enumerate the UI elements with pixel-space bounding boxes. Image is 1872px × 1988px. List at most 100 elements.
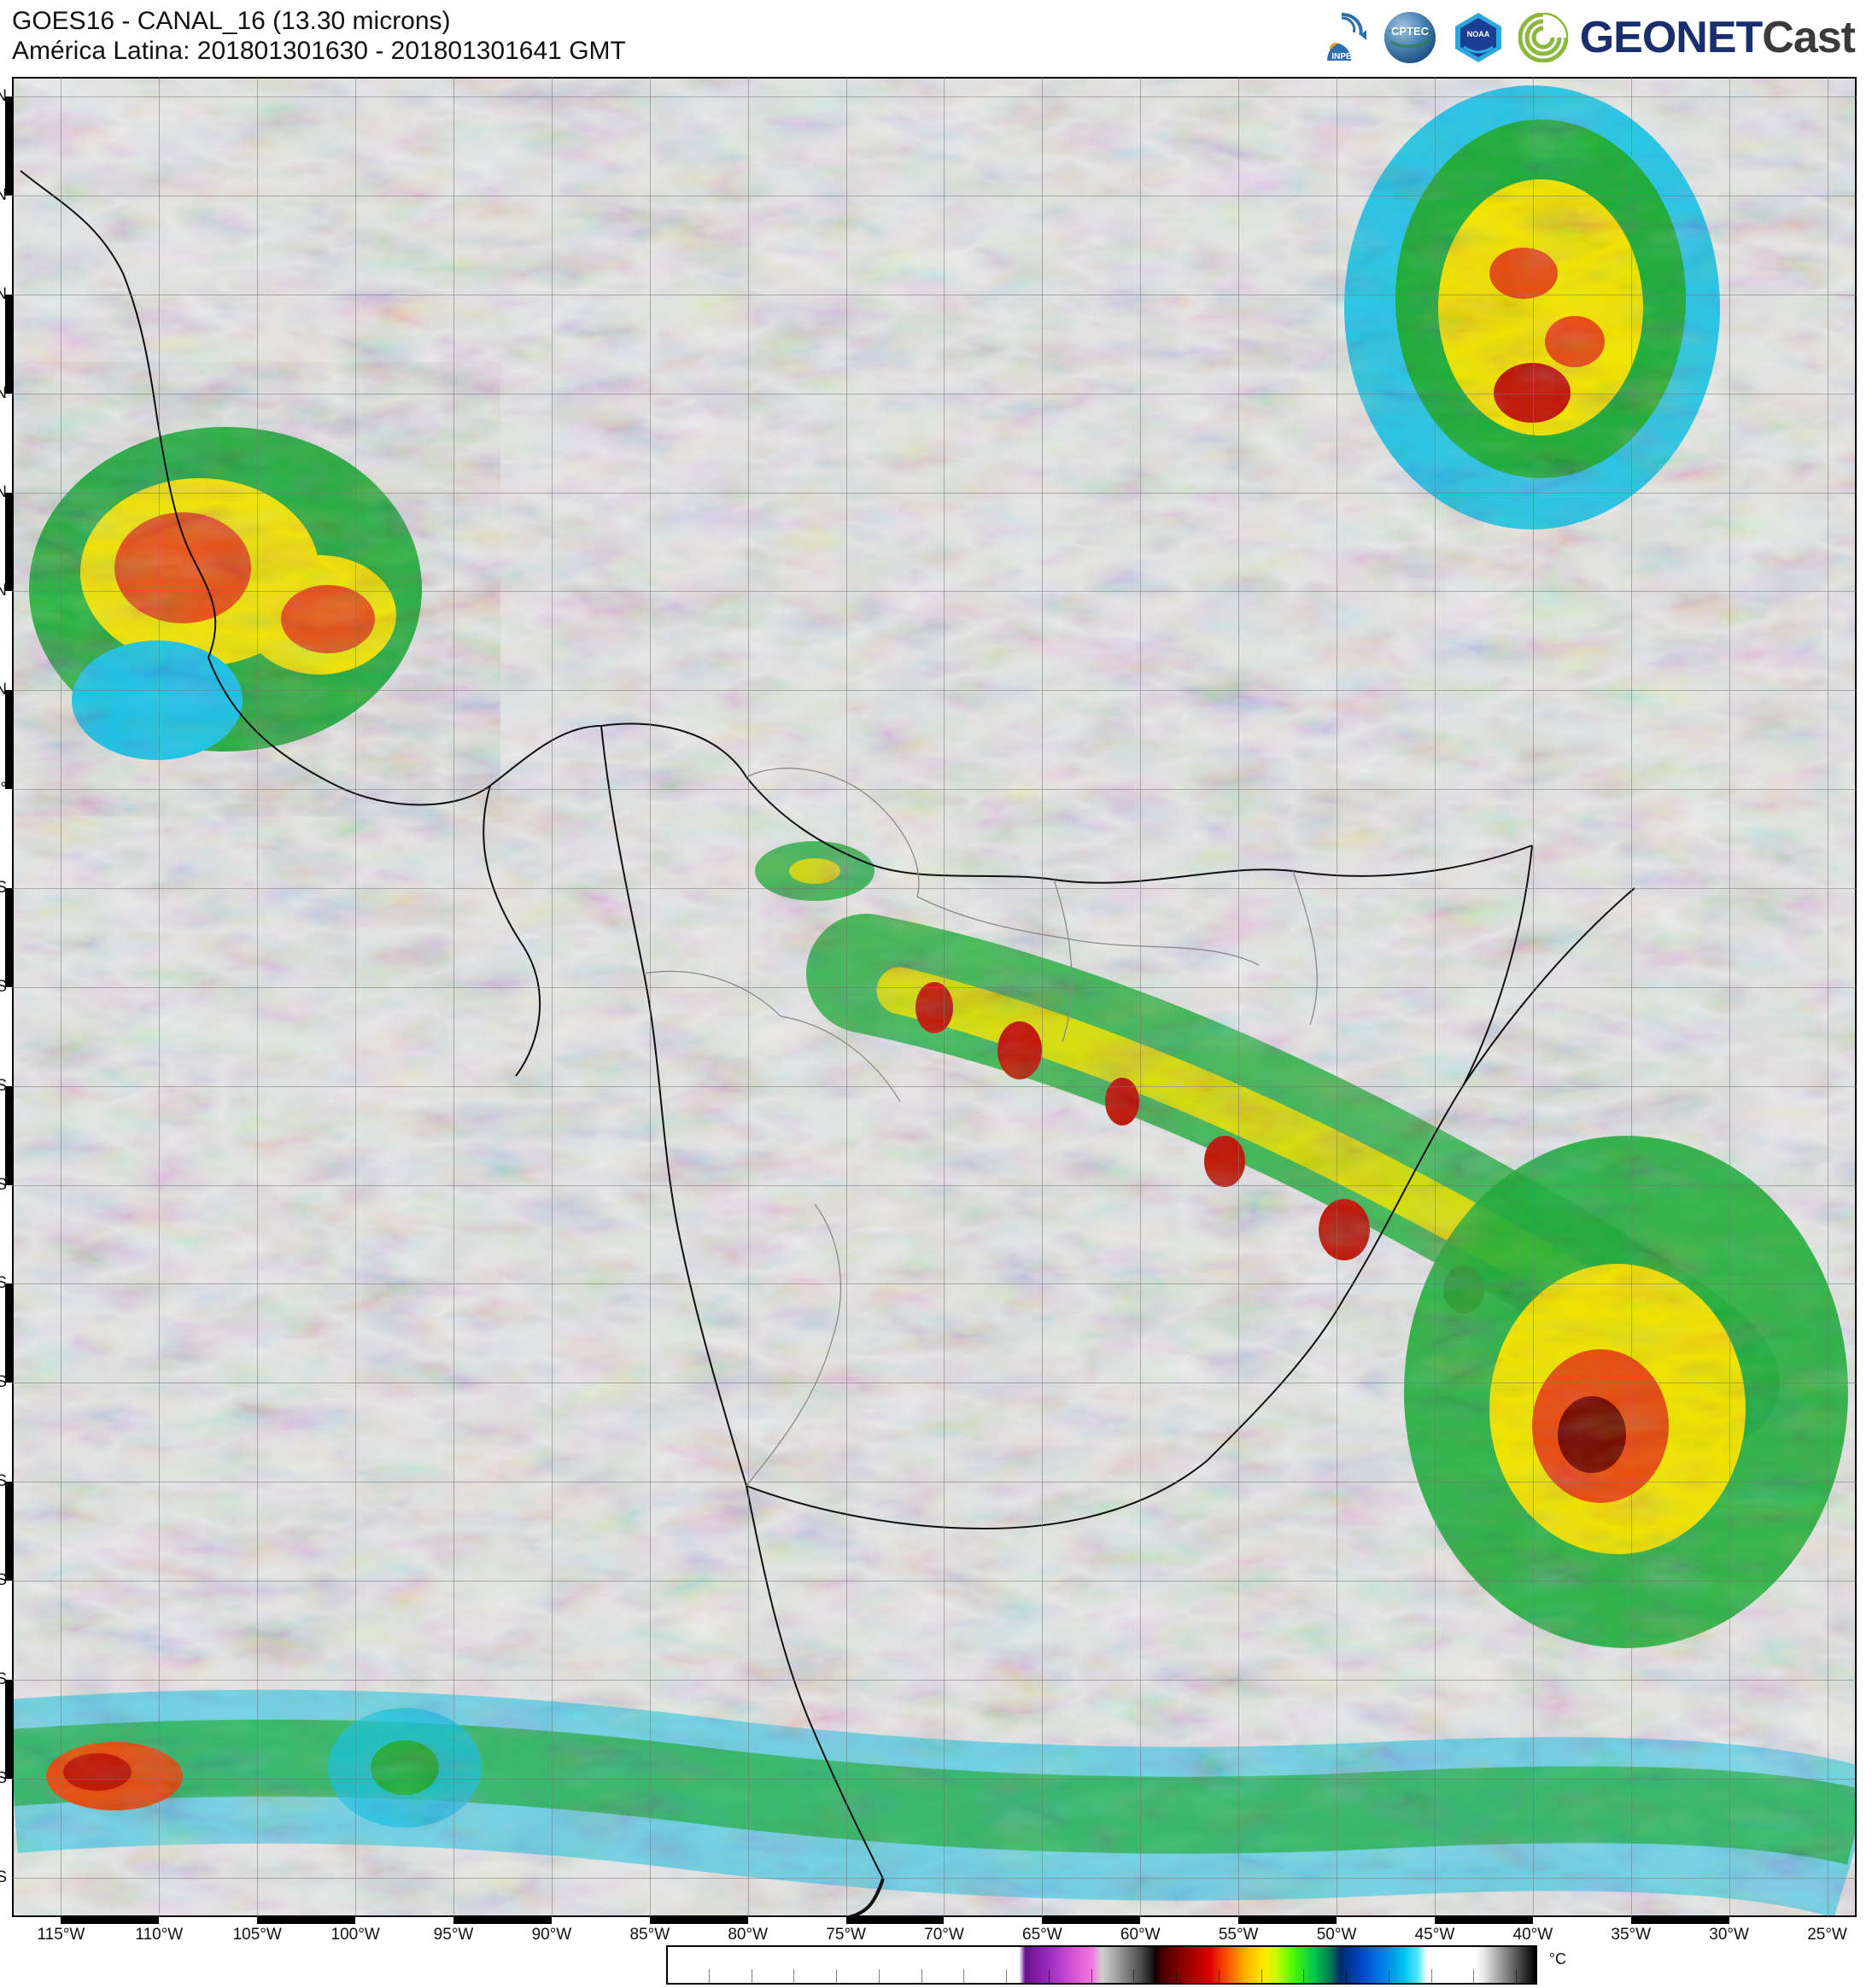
image-title: GOES16 - CANAL_16 (13.30 microns)	[12, 7, 626, 37]
colorbar-tick-line	[1303, 1969, 1304, 1985]
colorbar-tick-line	[1006, 1969, 1007, 1985]
longitude-label-100°W: 100°W	[331, 1926, 380, 1944]
latitude-label-25°S: 25°S	[0, 1274, 7, 1293]
latitude-tick-block	[5, 690, 12, 789]
satellite-image-page: GOES16 - CANAL_16 (13.30 microns) Améric…	[0, 0, 1872, 1988]
longitude-tick-block	[355, 1917, 453, 1924]
latitude-tick-block	[5, 493, 12, 592]
longitude-tick-block	[453, 1917, 552, 1924]
longitude-tick-block	[748, 1917, 846, 1924]
latitude-tick-block	[5, 987, 12, 1086]
colorbar-tick-line	[1516, 1969, 1517, 1985]
longitude-label-95°W: 95°W	[434, 1926, 474, 1944]
longitude-tick-block	[257, 1917, 355, 1924]
noaa-logo: NOAA	[1450, 9, 1506, 66]
colorbar-tick-line	[1431, 1969, 1432, 1985]
longitude-label-45°W: 45°W	[1415, 1926, 1455, 1944]
latitude-label-15°S: 15°S	[0, 1077, 7, 1096]
colorbar-tick-line	[1133, 1969, 1134, 1985]
longitude-label-25°W: 25°W	[1807, 1926, 1847, 1944]
longitude-tick-block	[650, 1917, 748, 1924]
colorbar-tick-line	[1346, 1969, 1347, 1985]
svg-text:CPTEC: CPTEC	[1391, 25, 1430, 38]
longitude-label-55°W: 55°W	[1219, 1926, 1259, 1944]
colorbar-tick-line	[709, 1969, 710, 1985]
longitude-tick-block	[1337, 1917, 1435, 1924]
longitude-label-80°W: 80°W	[728, 1926, 768, 1944]
colorbar-tick-line	[793, 1969, 794, 1985]
latitude-label-30°N: 30°N	[0, 186, 7, 205]
colorbar-tick-line	[879, 1969, 880, 1985]
longitude-label-35°W: 35°W	[1611, 1926, 1651, 1944]
longitude-label-60°W: 60°W	[1120, 1926, 1161, 1944]
latitude-label-45°S: 45°S	[0, 1670, 7, 1689]
longitude-label-85°W: 85°W	[629, 1926, 670, 1944]
longitude-tick-block	[159, 1917, 257, 1924]
svg-text:INPE: INPE	[1331, 52, 1352, 61]
latitude-tick-block	[5, 1482, 12, 1581]
latitude-label-5°N: 5°N	[0, 681, 7, 699]
latitude-tick-block	[5, 591, 12, 690]
colorbar-tick-line	[963, 1969, 964, 1985]
longitude-tick-block	[1729, 1917, 1828, 1924]
longitude-tick-block	[1238, 1917, 1337, 1924]
colorbar-tick-line	[1219, 1969, 1220, 1985]
colorbar-unit-label: °C	[1549, 1950, 1566, 1968]
longitude-tick-block	[1533, 1917, 1631, 1924]
geonetcast-wordmark: GEONETCast	[1580, 12, 1855, 63]
longitude-label-75°W: 75°W	[826, 1926, 866, 1944]
header-title-block: GOES16 - CANAL_16 (13.30 microns) Améric…	[12, 7, 626, 66]
country-borders	[12, 77, 1857, 1917]
latitude-tick-block	[5, 1383, 12, 1482]
latitude-label-35°S: 35°S	[0, 1472, 7, 1491]
longitude-label-110°W: 110°W	[135, 1926, 183, 1944]
colorbar-tick-line	[836, 1969, 837, 1985]
longitude-tick-block	[1631, 1917, 1729, 1924]
longitude-label-50°W: 50°W	[1317, 1926, 1357, 1944]
latitude-label-35°N: 35°N	[0, 87, 7, 106]
latitude-label-55°S: 55°S	[0, 1868, 7, 1887]
image-subtitle: América Latina: 201801301630 - 201801301…	[12, 37, 626, 67]
longitude-tick-block	[61, 1917, 159, 1924]
colorbar-ticks: -100-90-80-70-60-50-40-30-20-10010203040…	[666, 1985, 1537, 1988]
latitude-tick-block	[5, 295, 12, 394]
colorbar-tick-line	[1473, 1969, 1474, 1985]
cptec-logo: CPTEC	[1382, 9, 1438, 66]
longitude-tick-block	[944, 1917, 1042, 1924]
latitude-tick-block	[5, 1086, 12, 1185]
latitude-label-25°N: 25°N	[0, 285, 7, 304]
longitude-tick-block	[846, 1917, 945, 1924]
latitude-tick-block	[5, 96, 12, 196]
longitude-tick-block	[552, 1917, 650, 1924]
latitude-label-10°S: 10°S	[0, 978, 7, 997]
latitude-tick-block	[5, 394, 12, 493]
geonetcast-icon	[1518, 9, 1568, 66]
latitude-label-5°S: 5°S	[0, 879, 7, 898]
longitude-tick-block	[1042, 1917, 1140, 1924]
satellite-map[interactable]: 35°N 30°N 25°N 20°N 15°N 10°N 5°N 0° 5°S 10°S 15°S…	[12, 77, 1857, 1917]
longitude-label-65°W: 65°W	[1022, 1926, 1062, 1944]
latitude-label-40°S: 40°S	[0, 1571, 7, 1590]
latitude-label-0°: 0°	[0, 780, 7, 798]
longitude-label-40°W: 40°W	[1513, 1926, 1553, 1944]
longitude-label-30°W: 30°W	[1709, 1926, 1749, 1944]
latitude-label-10°N: 10°N	[0, 582, 7, 600]
longitude-label-105°W: 105°W	[233, 1926, 282, 1944]
agency-logos: INPE CPTEC	[1313, 5, 1855, 69]
latitude-tick-block	[5, 1185, 12, 1284]
latitude-label-20°N: 20°N	[0, 384, 7, 403]
longitude-label-70°W: 70°W	[924, 1926, 964, 1944]
latitude-tick-block	[5, 1680, 12, 1779]
colorbar-tick-line	[1261, 1969, 1262, 1985]
longitude-label-115°W: 115°W	[38, 1926, 85, 1944]
latitude-tick-block	[5, 1779, 12, 1878]
latitude-tick-block	[5, 1283, 12, 1383]
longitude-tick-block	[1435, 1917, 1533, 1924]
inpe-logo: INPE	[1313, 9, 1370, 66]
latitude-tick-block	[5, 196, 12, 295]
temperature-color-legend[interactable]: -100-90-80-70-60-50-40-30-20-10010203040…	[666, 1945, 1537, 1988]
longitude-tick-blocks	[12, 1917, 1857, 1924]
latitude-tick-block	[5, 1581, 12, 1680]
latitude-tick-block	[5, 789, 12, 888]
colorbar-tick-line	[1049, 1969, 1050, 1985]
